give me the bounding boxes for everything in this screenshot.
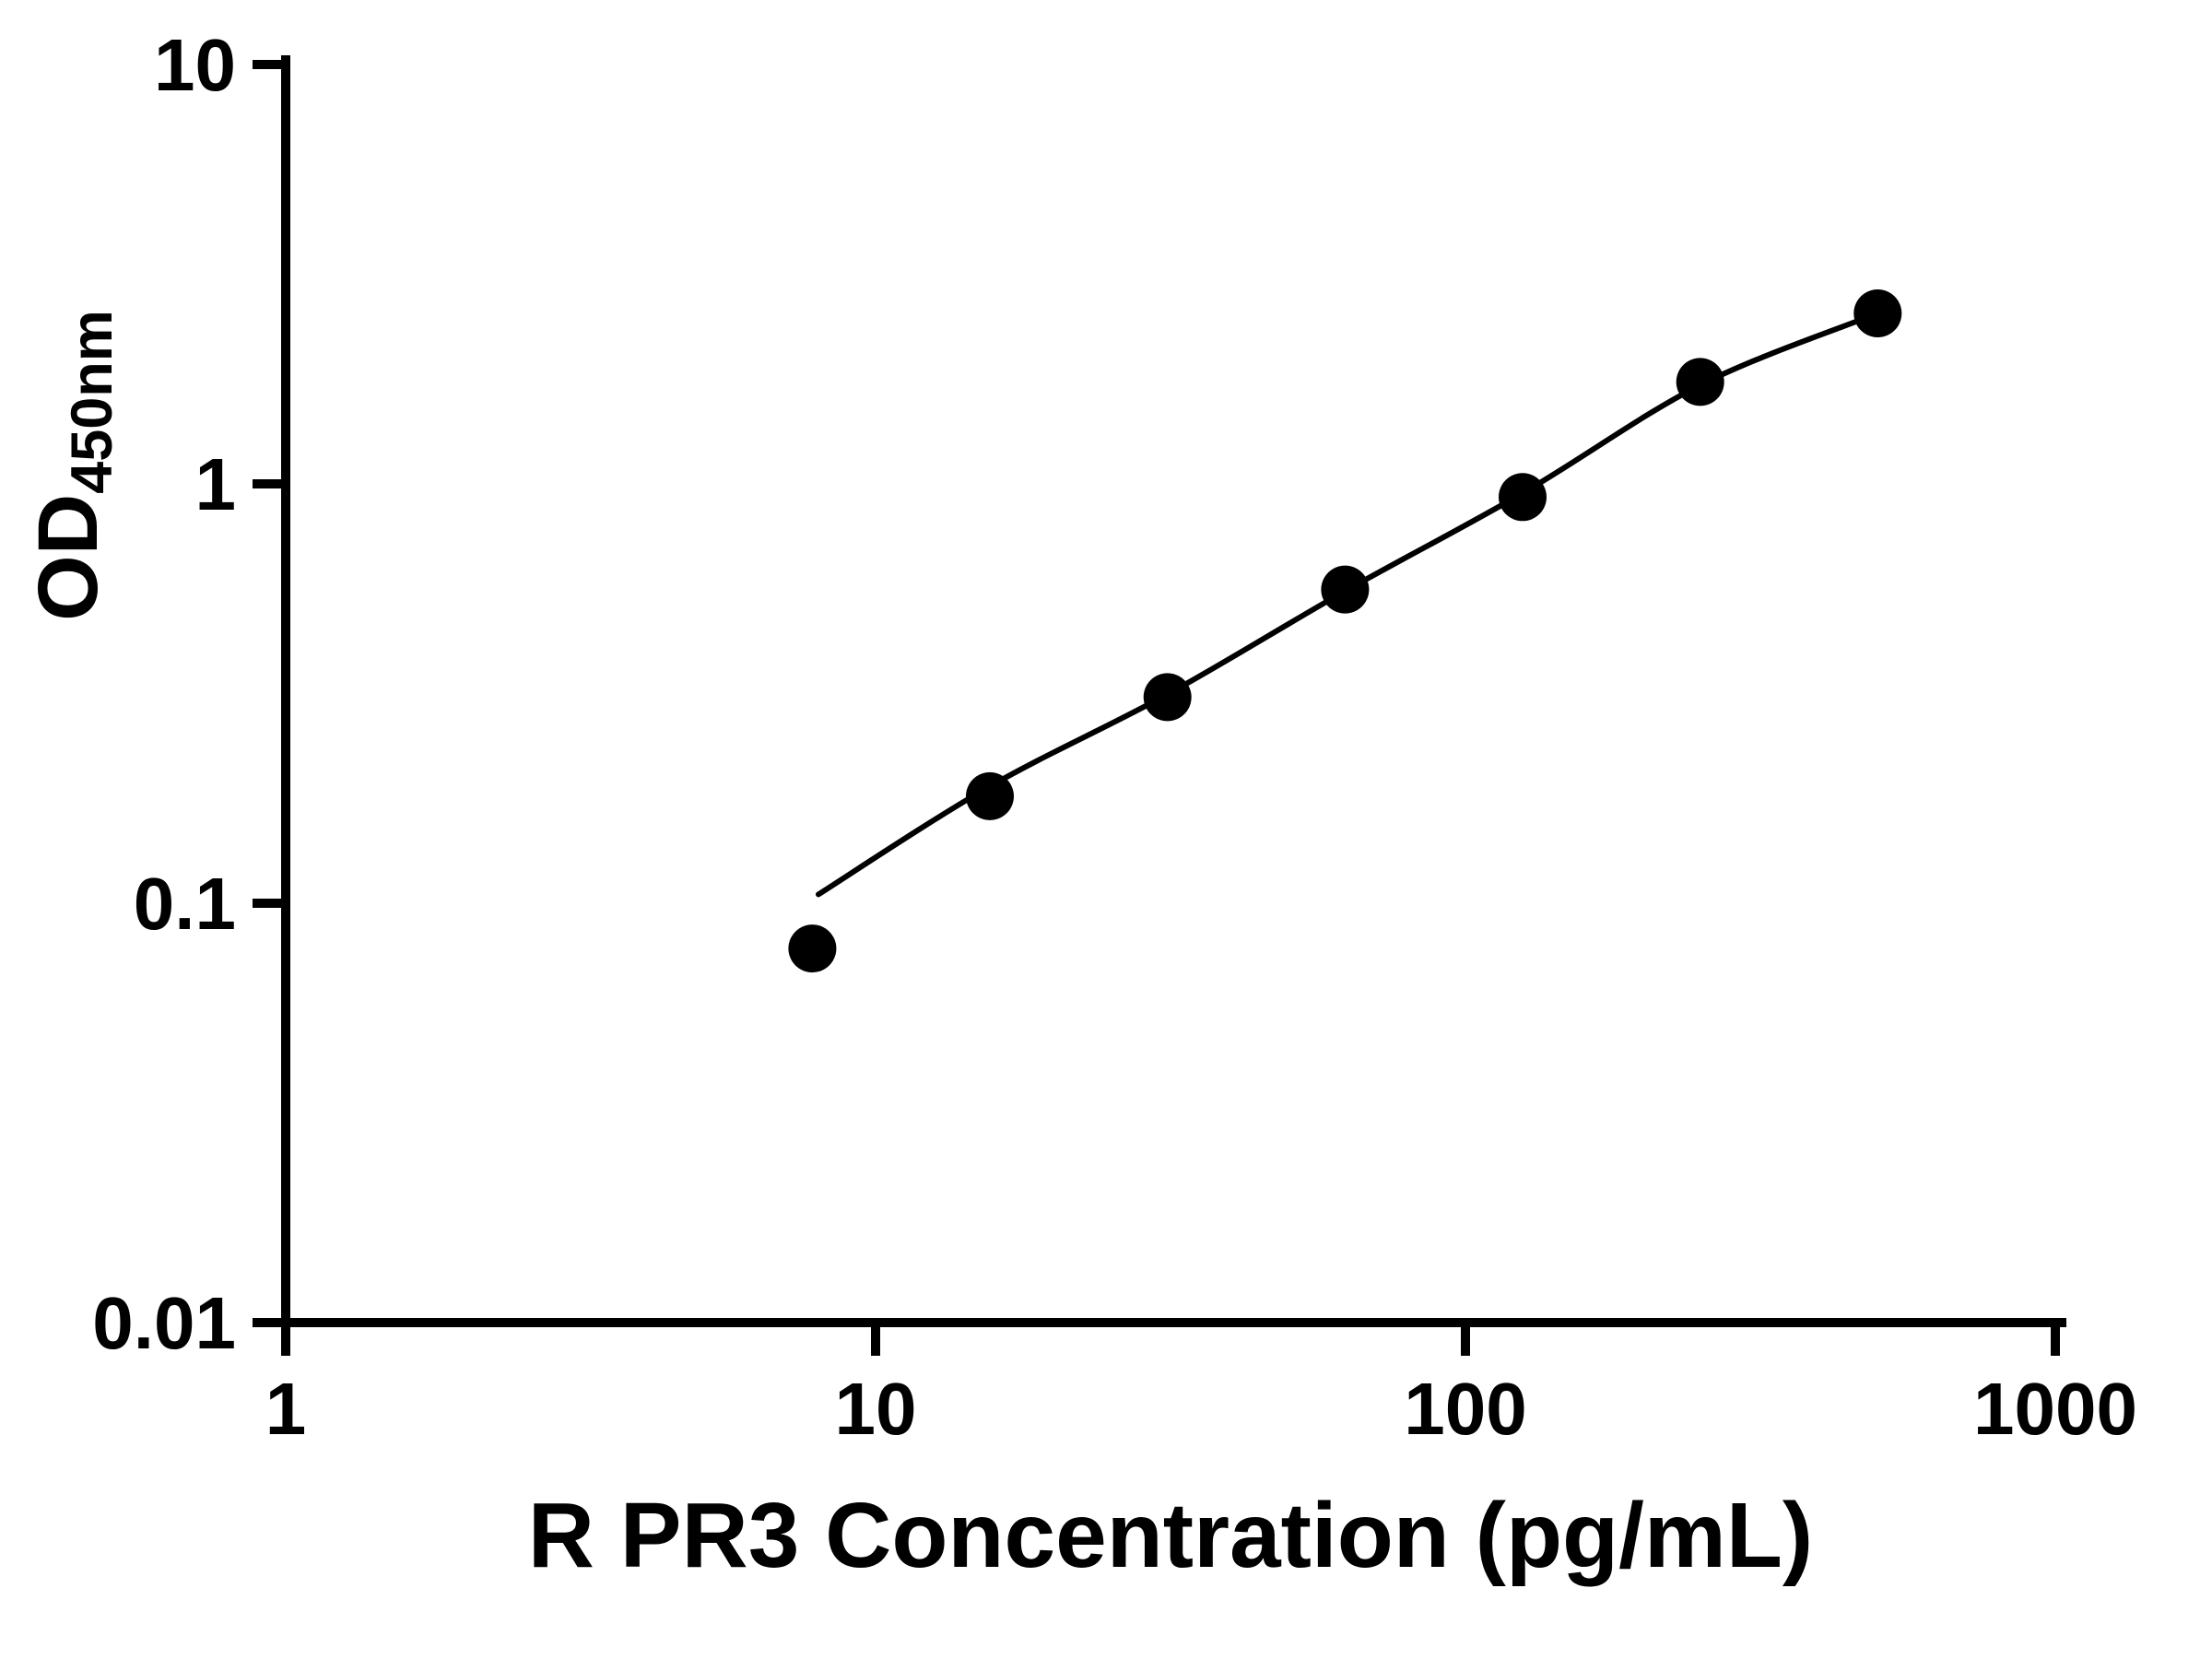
- y-axis-title: OD450nm: [21, 310, 124, 621]
- data-point: [966, 771, 1014, 820]
- data-point: [1499, 473, 1547, 522]
- x-axis-title: R PR3 Concentration (pg/mL): [528, 1484, 1813, 1587]
- data-point: [1853, 289, 1902, 337]
- y-tick-label: 0.01: [92, 1282, 236, 1364]
- x-tick-label: 100: [1404, 1368, 1526, 1450]
- x-tick-label: 10: [835, 1368, 917, 1450]
- y-tick-label: 10: [154, 24, 236, 106]
- plot-area: 1 10 100 1000 0.01 0.1 1 10: [92, 24, 2137, 1450]
- data-point: [1321, 565, 1370, 614]
- y-axis-title-subscript: 450nm: [60, 310, 124, 494]
- y-axis-title-main: OD: [21, 494, 115, 621]
- y-tick-label: 1: [195, 443, 237, 525]
- x-tick-label: 1000: [1973, 1368, 2137, 1450]
- y-tick-label: 0.1: [134, 863, 236, 945]
- x-tick-label: 1: [265, 1368, 307, 1450]
- data-point: [1676, 358, 1724, 406]
- data-point: [788, 924, 837, 973]
- data-point: [1143, 673, 1192, 722]
- svg-text:OD450nm: OD450nm: [21, 310, 124, 621]
